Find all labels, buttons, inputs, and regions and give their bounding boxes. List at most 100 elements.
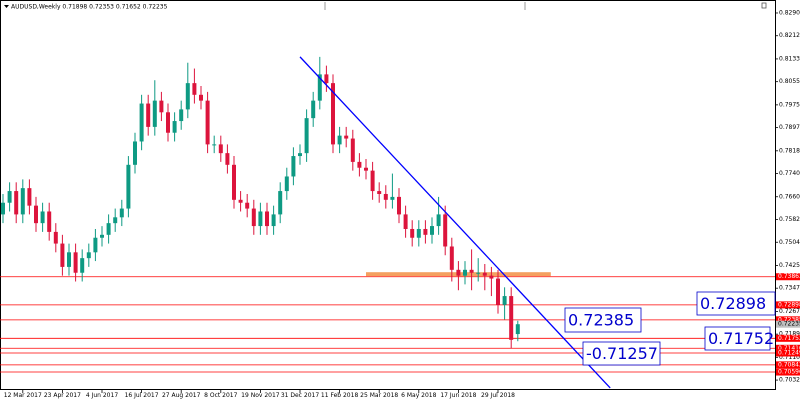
candle-body [476,272,481,274]
candle-body [159,100,164,113]
x-tick-label: 16 Jul 2017 [125,392,159,399]
annotation-box [696,291,776,316]
candle-body [350,138,355,162]
candle-body [225,153,230,165]
level-label: 0.71249 [778,349,800,356]
x-tick-label: 27 Aug 2017 [162,392,201,399]
candle-body [1,202,5,215]
candle-body [27,188,32,206]
candle-body [106,223,111,235]
y-tick-label: 0.72675 [779,308,800,315]
x-tick-label: 23 Apr 2017 [44,392,81,399]
candle-body [416,228,421,238]
last-low: 0.71652 [116,3,141,10]
level-label: 0.70596 [778,369,800,376]
x-tick-label: 8 Oct 2017 [204,392,237,399]
candle-body [53,231,58,244]
x-tick-label: 17 Jun 2018 [440,392,476,399]
candle-body [436,214,441,227]
candle-body [212,144,217,146]
y-tick-label: 0.78975 [779,124,800,131]
window-icon [761,2,767,9]
candle-body [271,214,276,227]
candle-body [331,83,335,145]
x-tick-label: 31 Dec 2017 [281,392,320,399]
annotation: 0.72898 [700,294,766,313]
y-tick-label: 0.82125 [779,32,800,39]
candle-body [245,202,250,209]
candle-body [482,272,487,276]
candle-body [179,109,184,122]
annotation-box [564,307,642,333]
candle-body [251,208,256,227]
level-label: 0.72898 [778,301,800,308]
candle-body [34,205,38,224]
x-tick-label: 6 May 2018 [401,392,436,399]
y-tick-label: 0.82905 [779,9,800,16]
level-tag [776,316,800,324]
y-tick-label: 0.75825 [779,216,800,223]
candle-body [139,103,144,142]
level-label: 0.70842 [778,361,800,368]
candle-body [67,252,71,267]
candle-body [152,100,157,127]
x-tick-label: 11 Feb 2018 [321,392,359,399]
candle-body [113,217,118,224]
y-tick-label: 0.76605 [779,193,800,200]
x-tick-label: 29 Jul 2018 [481,392,515,399]
candle-body [311,100,316,119]
candle-body [7,191,12,203]
candle-body [284,176,289,192]
price-label: 0.72235 [778,321,800,328]
candle-body [397,196,401,215]
candle-body [172,121,177,133]
level-label: 0.73863 [778,273,800,280]
candle-body [449,246,454,270]
candle-body [317,74,322,101]
candle-body [410,228,415,238]
candle-body [370,170,375,192]
candle-body [60,243,65,267]
candle-body [430,226,434,235]
candle-body [199,94,203,101]
candle-body [20,188,25,215]
level-tag [776,301,800,309]
candle-body [146,103,151,127]
level-tag [776,344,800,352]
candle-body [509,296,514,340]
annotation-box [582,341,661,366]
candle-body [502,296,507,305]
y-tick-label: 0.79755 [779,101,800,108]
candle-body [238,199,243,203]
candle-body [423,228,428,235]
level-tag [776,273,800,281]
candle-body [298,153,302,157]
annotation: 0.71752 [708,329,774,348]
candle-body [337,135,342,145]
level-tag [776,334,800,342]
candle-body [456,269,461,276]
candle-body [515,324,520,335]
last-high: 0.72353 [89,3,114,10]
candle-body [14,191,19,215]
candle-body [40,211,45,224]
menu-arrow [4,5,9,8]
candle-body [166,112,170,133]
annotation: -0.71257 [586,344,658,363]
x-tick-label: 25 Mar 2018 [360,392,398,399]
candle-body [80,258,85,273]
x-tick-label: 4 Jun 2017 [86,392,118,399]
candle-body [364,167,368,171]
candle-body [463,269,467,276]
last-close: 0.72235 [143,3,168,10]
candle-body [469,269,474,273]
candle-body [86,252,91,259]
candle-body [496,278,500,305]
candle-body [403,214,408,229]
